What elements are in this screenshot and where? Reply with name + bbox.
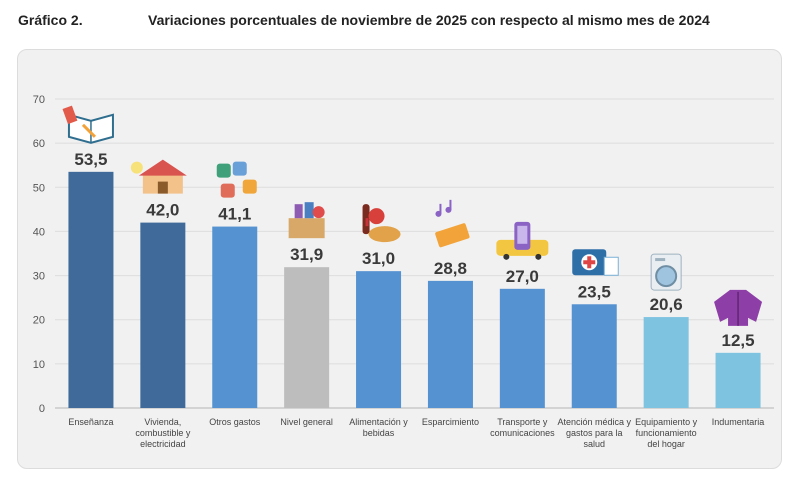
- book-icon: [62, 105, 114, 144]
- bar: [499, 288, 545, 408]
- y-tick-label: 70: [33, 94, 45, 106]
- chart-header: Gráfico 2. Variaciones porcentuales de n…: [18, 12, 778, 34]
- bar-chart: 0 10 20 30 40 50 60 70 53,5 Enseñanza 42,0 Vivienda…: [33, 94, 774, 449]
- x-tick-label: Otros gastos: [209, 417, 261, 427]
- bar: [284, 267, 330, 408]
- x-tick-label: Transporte y comunicaciones: [490, 417, 555, 438]
- data-label: 28,8: [434, 259, 467, 278]
- data-label: 12,5: [722, 331, 755, 350]
- bar: [571, 304, 617, 408]
- y-tick-label: 50: [33, 182, 45, 194]
- data-label: 23,5: [578, 282, 611, 301]
- chart-title: Variaciones porcentuales de noviembre de…: [148, 12, 710, 28]
- bar: [715, 352, 761, 408]
- y-tick-label: 30: [33, 271, 45, 283]
- x-tick-label: Equipamiento y funcionamiento del hogar: [635, 417, 698, 449]
- bar: [427, 280, 473, 408]
- data-label: 53,5: [74, 150, 107, 169]
- bar: [356, 271, 402, 408]
- y-tick-label: 20: [33, 315, 45, 327]
- ticket-icon: [435, 199, 470, 248]
- jacket-icon: [714, 289, 763, 326]
- house-icon: [130, 159, 187, 194]
- y-tick-label: 10: [33, 359, 45, 371]
- data-label: 31,9: [290, 245, 323, 264]
- x-tick-label: Indumentaria: [712, 417, 765, 427]
- bar: [140, 222, 186, 408]
- y-tick-label: 0: [39, 403, 45, 415]
- x-tick-label: Atención médica y gastos para la salud: [557, 417, 631, 449]
- shopping-box-icon: [288, 202, 325, 239]
- x-tick-label: Alimentación y bebidas: [349, 417, 408, 438]
- x-tick-label: Nivel general: [280, 417, 333, 427]
- bar: [212, 226, 258, 408]
- puzzle-icon: [216, 161, 257, 198]
- x-tick-label: Vivienda, combustible y electricidad: [135, 417, 191, 449]
- figure-label: Gráfico 2.: [18, 12, 83, 28]
- chart-panel: 0 10 20 30 40 50 60 70 53,5 Enseñanza 42,0 Vivienda…: [17, 49, 782, 469]
- x-tick-label: Enseñanza: [68, 417, 113, 427]
- medical-kit-icon: [572, 249, 619, 276]
- food-icon: [362, 204, 401, 243]
- bar: [643, 317, 689, 408]
- washing-machine-icon: [650, 253, 682, 291]
- data-label: 27,0: [506, 267, 539, 286]
- bus-phone-icon: [496, 221, 549, 260]
- y-tick-label: 60: [33, 138, 45, 150]
- x-tick-label: Esparcimiento: [422, 417, 479, 427]
- data-label: 42,0: [146, 201, 179, 220]
- y-tick-label: 40: [33, 226, 45, 238]
- data-label: 41,1: [218, 205, 251, 224]
- data-label: 31,0: [362, 249, 395, 268]
- bar: [68, 171, 114, 408]
- data-label: 20,6: [650, 295, 683, 314]
